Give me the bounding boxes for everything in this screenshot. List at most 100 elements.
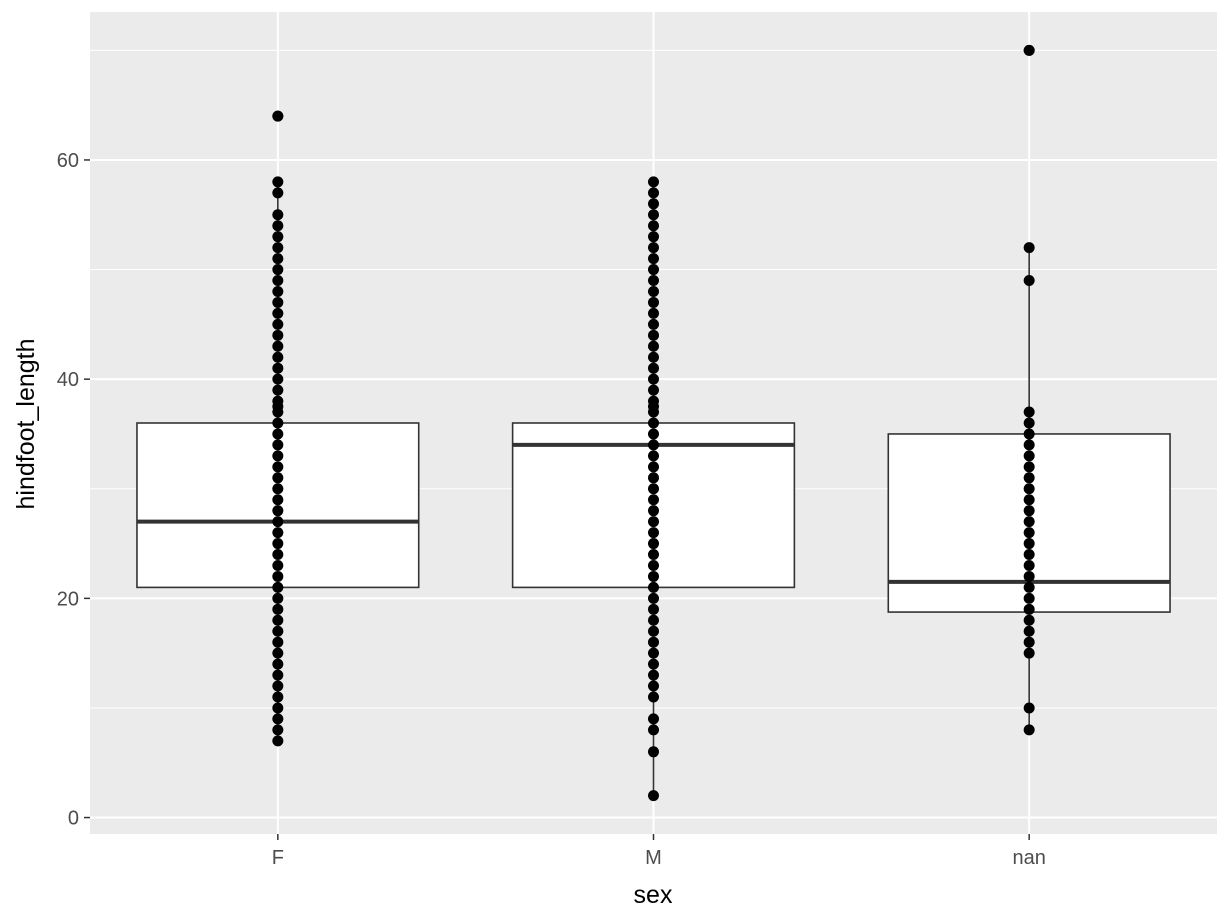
data-point bbox=[272, 307, 284, 319]
data-point bbox=[648, 636, 659, 648]
data-point bbox=[272, 680, 284, 692]
data-point bbox=[1023, 450, 1035, 462]
data-point bbox=[648, 516, 659, 528]
data-point bbox=[272, 516, 284, 528]
data-point bbox=[1023, 242, 1035, 254]
data-point bbox=[648, 209, 659, 221]
data-point bbox=[1023, 570, 1035, 582]
data-point bbox=[648, 450, 659, 462]
data-point bbox=[648, 790, 659, 802]
y-axis: 0 20 40 60 bbox=[57, 150, 90, 830]
data-point bbox=[1023, 724, 1035, 736]
data-point bbox=[272, 713, 284, 725]
data-point bbox=[648, 220, 659, 232]
data-point bbox=[272, 209, 284, 221]
y-tick-label: 60 bbox=[57, 150, 79, 172]
data-point bbox=[1023, 614, 1035, 626]
data-point bbox=[272, 253, 284, 265]
data-point bbox=[648, 658, 659, 670]
data-point bbox=[648, 176, 659, 188]
data-point bbox=[648, 428, 659, 440]
data-point bbox=[1023, 647, 1035, 659]
data-point bbox=[1023, 483, 1035, 495]
data-point bbox=[1023, 581, 1035, 593]
data-point bbox=[272, 275, 284, 287]
data-point bbox=[648, 285, 659, 297]
y-tick-label: 20 bbox=[57, 588, 79, 610]
data-point bbox=[1023, 461, 1035, 473]
data-point bbox=[648, 439, 659, 451]
y-axis-title: hindfoot_length bbox=[12, 339, 40, 510]
data-point bbox=[272, 592, 284, 604]
data-point bbox=[648, 724, 659, 736]
data-point bbox=[648, 187, 659, 199]
x-axis-title: sex bbox=[634, 881, 673, 909]
data-point bbox=[272, 494, 284, 506]
data-point bbox=[1023, 603, 1035, 615]
y-tick-label: 40 bbox=[57, 369, 79, 391]
data-point bbox=[272, 538, 284, 550]
data-point bbox=[1023, 592, 1035, 604]
x-tick-label: F bbox=[272, 847, 284, 869]
data-point bbox=[272, 483, 284, 495]
data-point bbox=[272, 285, 284, 297]
data-point bbox=[272, 549, 284, 561]
data-point bbox=[648, 549, 659, 561]
data-point bbox=[272, 603, 284, 615]
data-point bbox=[1023, 538, 1035, 550]
data-point bbox=[272, 439, 284, 451]
data-point bbox=[272, 220, 284, 232]
data-point bbox=[648, 581, 659, 593]
data-point bbox=[648, 198, 659, 210]
data-point bbox=[1023, 275, 1035, 287]
data-point bbox=[1023, 44, 1035, 56]
data-point bbox=[648, 417, 659, 429]
data-point bbox=[648, 329, 659, 341]
data-point bbox=[648, 264, 659, 276]
data-point bbox=[648, 253, 659, 265]
data-point bbox=[648, 691, 659, 703]
data-point bbox=[1023, 516, 1035, 528]
data-point bbox=[648, 559, 659, 571]
data-point bbox=[648, 231, 659, 243]
data-point bbox=[648, 538, 659, 550]
data-point bbox=[272, 461, 284, 473]
data-point bbox=[1023, 417, 1035, 429]
data-point bbox=[272, 351, 284, 363]
data-point bbox=[648, 373, 659, 385]
data-point bbox=[1023, 559, 1035, 571]
data-point bbox=[648, 647, 659, 659]
data-point bbox=[272, 264, 284, 276]
data-point bbox=[648, 505, 659, 517]
data-point bbox=[272, 395, 284, 407]
data-point bbox=[1023, 494, 1035, 506]
data-point bbox=[1023, 625, 1035, 637]
data-point bbox=[272, 362, 284, 374]
data-point bbox=[648, 483, 659, 495]
data-point bbox=[272, 702, 284, 714]
data-point bbox=[648, 318, 659, 330]
data-point bbox=[648, 592, 659, 604]
data-point bbox=[1023, 549, 1035, 561]
data-point bbox=[648, 395, 659, 407]
data-point bbox=[272, 450, 284, 462]
data-point bbox=[272, 472, 284, 484]
data-point bbox=[648, 527, 659, 539]
data-point bbox=[648, 384, 659, 396]
data-point bbox=[272, 187, 284, 199]
data-point bbox=[648, 307, 659, 319]
data-point bbox=[648, 746, 659, 758]
data-point bbox=[272, 242, 284, 254]
data-point bbox=[272, 110, 284, 122]
data-point bbox=[648, 461, 659, 473]
data-point bbox=[272, 647, 284, 659]
data-point bbox=[272, 329, 284, 341]
data-point bbox=[648, 296, 659, 308]
data-point bbox=[272, 669, 284, 681]
x-tick-label: nan bbox=[1012, 847, 1045, 869]
points bbox=[272, 44, 1035, 802]
x-tick-label: M bbox=[645, 847, 662, 869]
data-point bbox=[1023, 406, 1035, 418]
